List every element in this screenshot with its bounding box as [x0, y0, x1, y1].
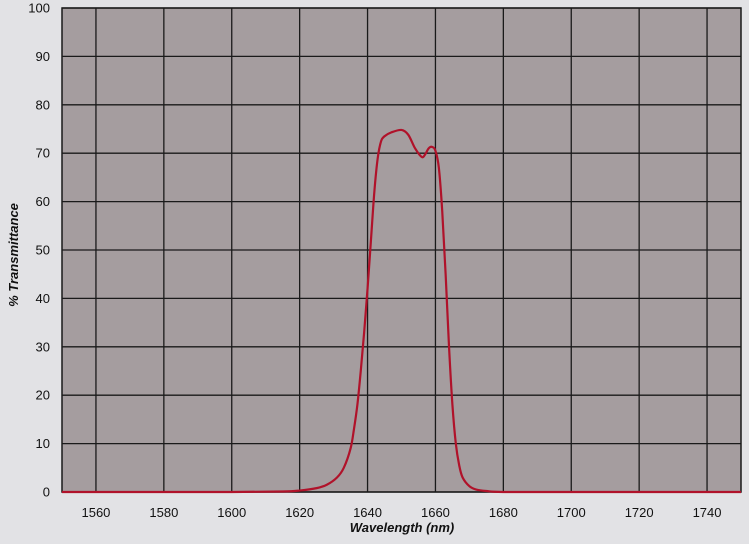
y-tick-label: 50	[36, 243, 50, 258]
x-tick-label: 1660	[421, 505, 450, 520]
y-tick-label: 0	[43, 485, 50, 500]
y-tick-label: 100	[28, 1, 50, 16]
y-tick-label: 20	[36, 388, 50, 403]
y-tick-label: 10	[36, 436, 50, 451]
y-tick-label: 90	[36, 49, 50, 64]
y-tick-label: 70	[36, 146, 50, 161]
x-tick-label: 1720	[625, 505, 654, 520]
x-tick-label: 1620	[285, 505, 314, 520]
series-line-transmittance	[61, 128, 741, 494]
x-tick-label: 1580	[149, 505, 178, 520]
x-tick-label: 1600	[217, 505, 246, 520]
grid-lines	[61, 7, 742, 493]
y-axis-title: % Transmittance	[6, 203, 21, 307]
y-tick-label: 40	[36, 291, 50, 306]
plot-border	[61, 7, 742, 493]
x-tick-label: 1640	[353, 505, 382, 520]
x-tick-label: 1700	[557, 505, 586, 520]
x-tick-label: 1680	[489, 505, 518, 520]
x-tick-label: 1560	[81, 505, 110, 520]
y-tick-label: 80	[36, 97, 50, 112]
y-tick-labels: 0 10 20 30 40 50 60 70 80 90 100	[28, 1, 50, 500]
x-tick-labels: 1560 1580 1600 1620 1640 1660 1680 1700 1720 1740	[81, 505, 721, 520]
y-tick-label: 60	[36, 194, 50, 209]
x-tick-label: 1740	[693, 505, 722, 520]
y-tick-label: 30	[36, 339, 50, 354]
x-axis-title: Wavelength (nm)	[350, 520, 455, 535]
